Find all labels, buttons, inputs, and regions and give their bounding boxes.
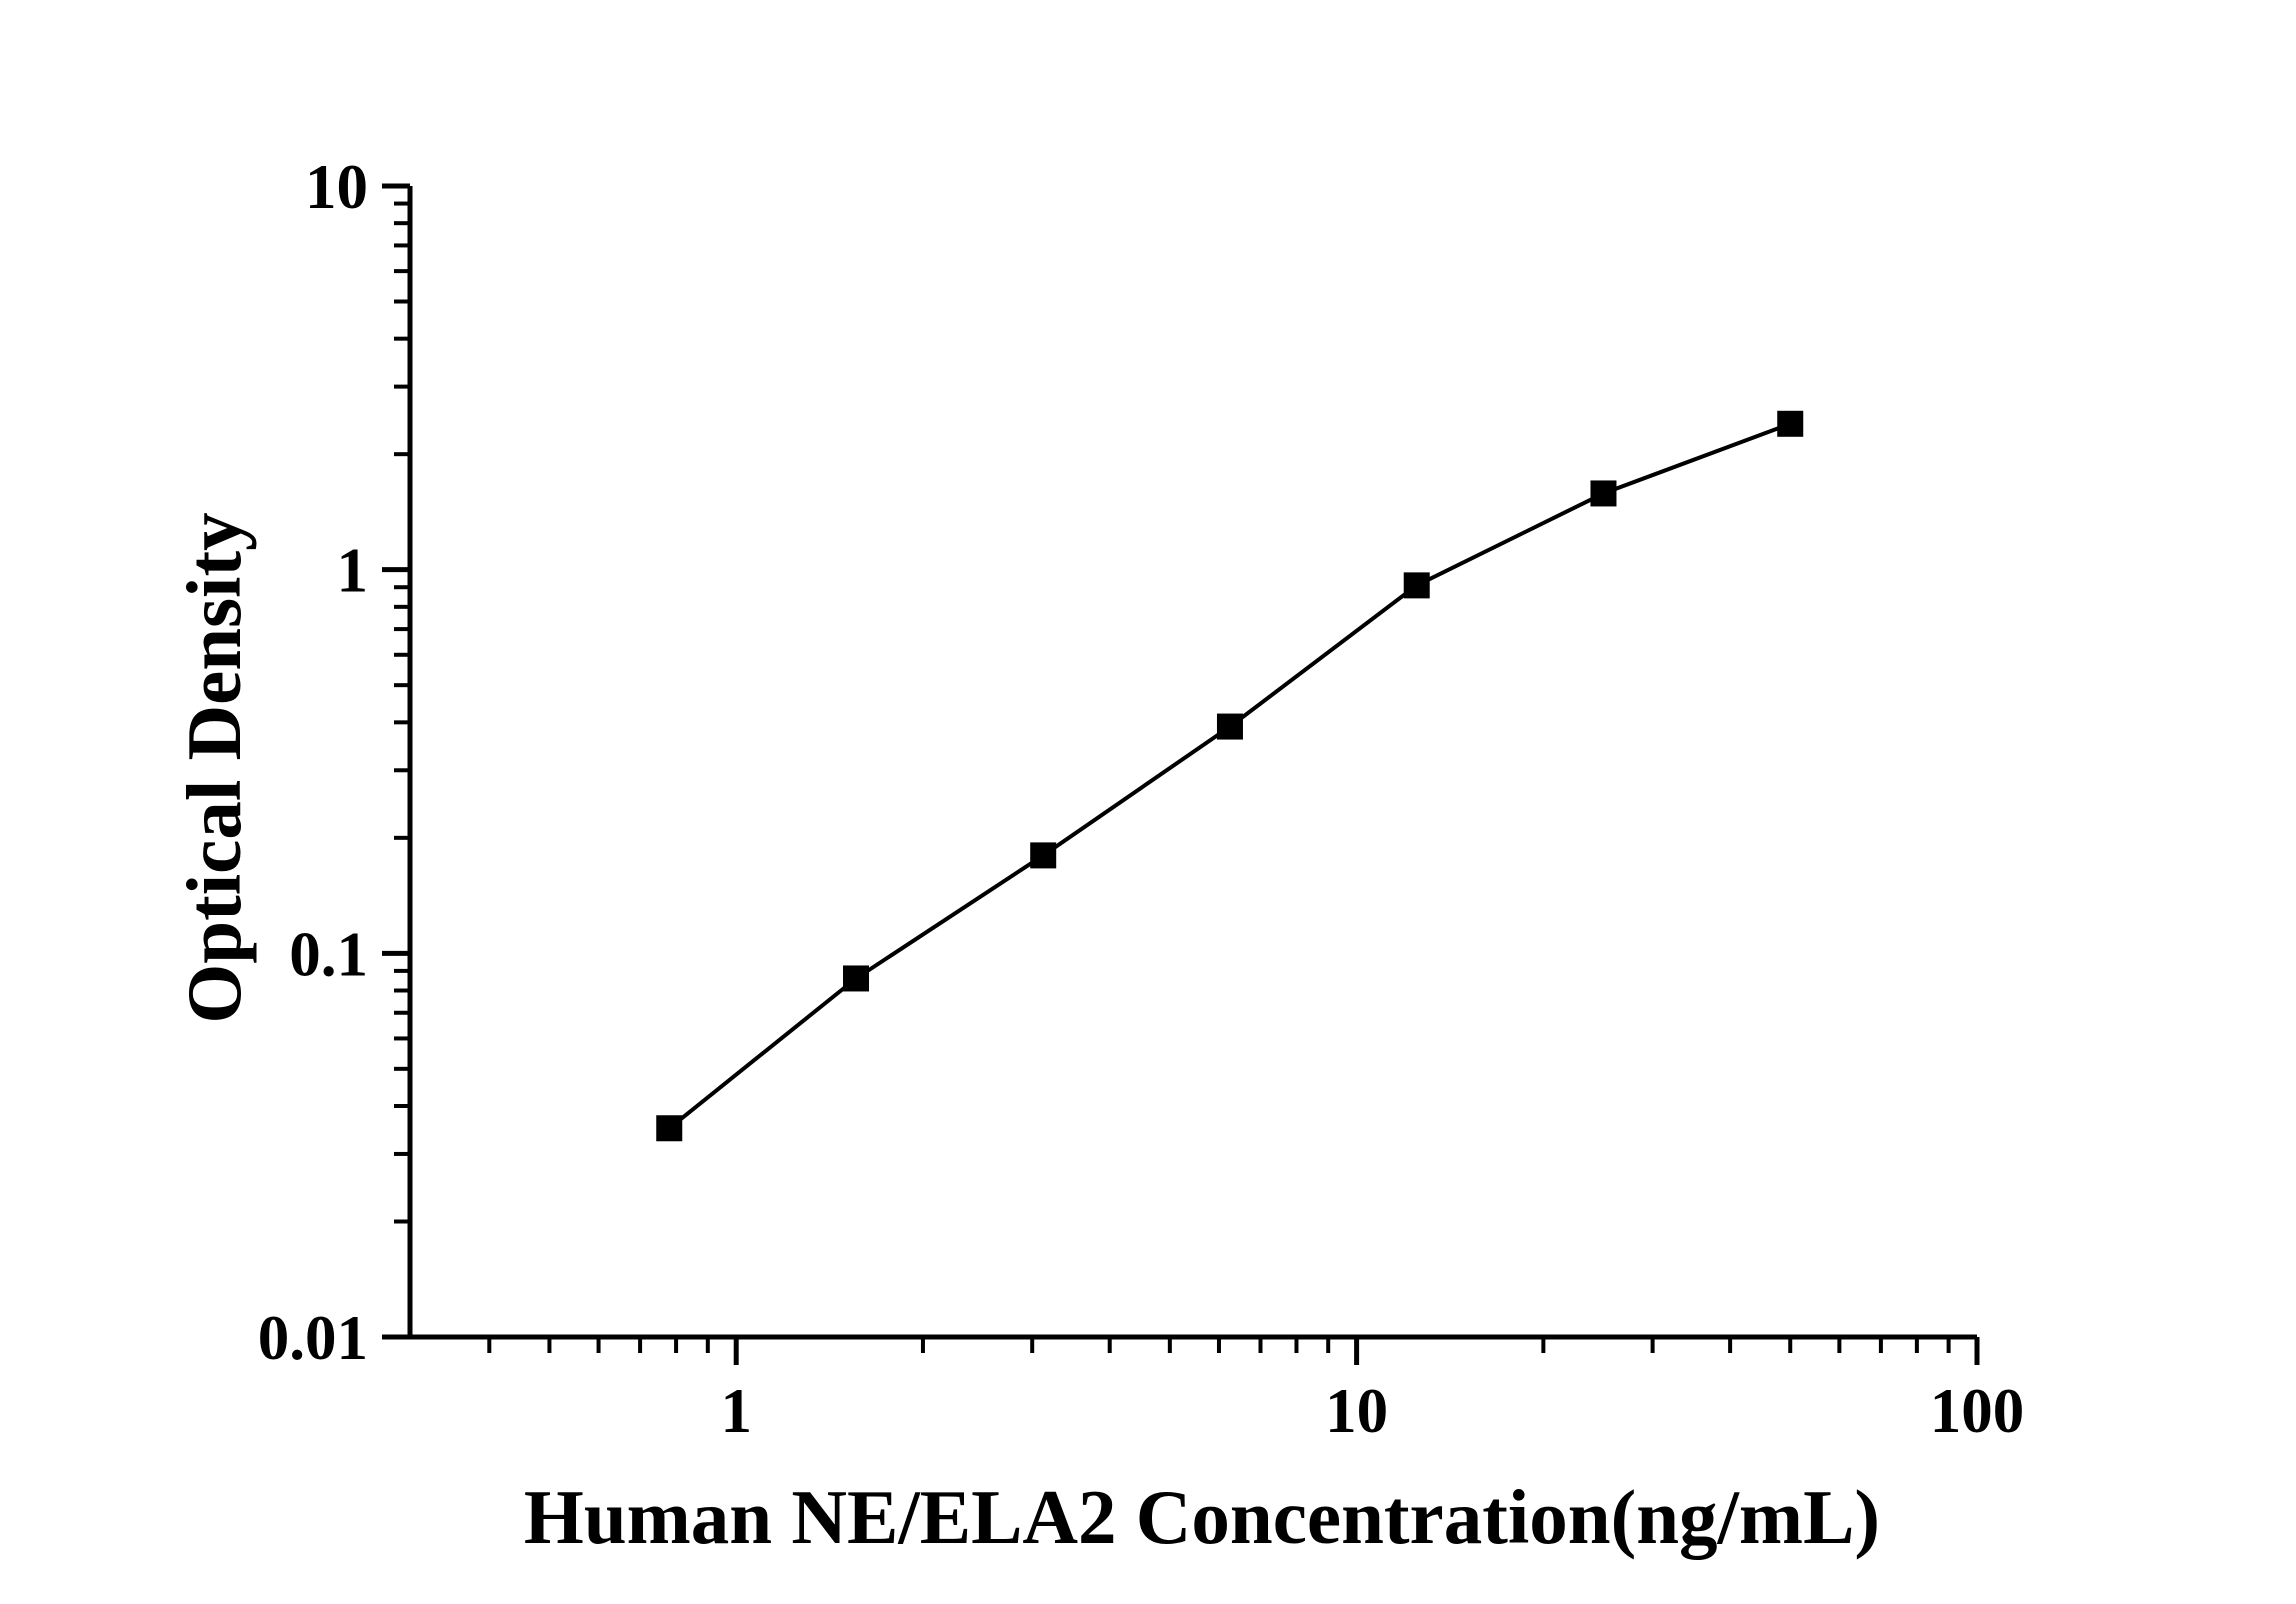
x-tick-label: 10 (1325, 1376, 1388, 1446)
y-tick-label: 0.01 (258, 1303, 368, 1373)
data-point-marker (1590, 480, 1617, 507)
data-point-marker (843, 965, 870, 992)
x-tick-label: 1 (720, 1376, 752, 1446)
x-axis-title: Human NE/ELA2 Concentration(ng/mL) (524, 1474, 1880, 1560)
y-tick-label: 10 (305, 152, 368, 222)
data-point-marker (656, 1115, 683, 1142)
y-axis-title: Optical Density (171, 512, 257, 1023)
x-tick-label: 100 (1930, 1376, 2025, 1446)
data-point-marker (1030, 842, 1057, 869)
y-tick-label: 1 (337, 536, 369, 606)
y-tick-label: 0.1 (289, 919, 368, 989)
series-group (656, 410, 1804, 1142)
data-point-marker (1216, 713, 1243, 740)
curve-line (668, 421, 1791, 1130)
data-point-marker (1403, 572, 1430, 599)
axis-spine (407, 186, 1977, 1340)
data-point-marker (1777, 410, 1804, 437)
axes-group: 1 10 100 0.01 0.1 1 10 (258, 152, 2025, 1446)
